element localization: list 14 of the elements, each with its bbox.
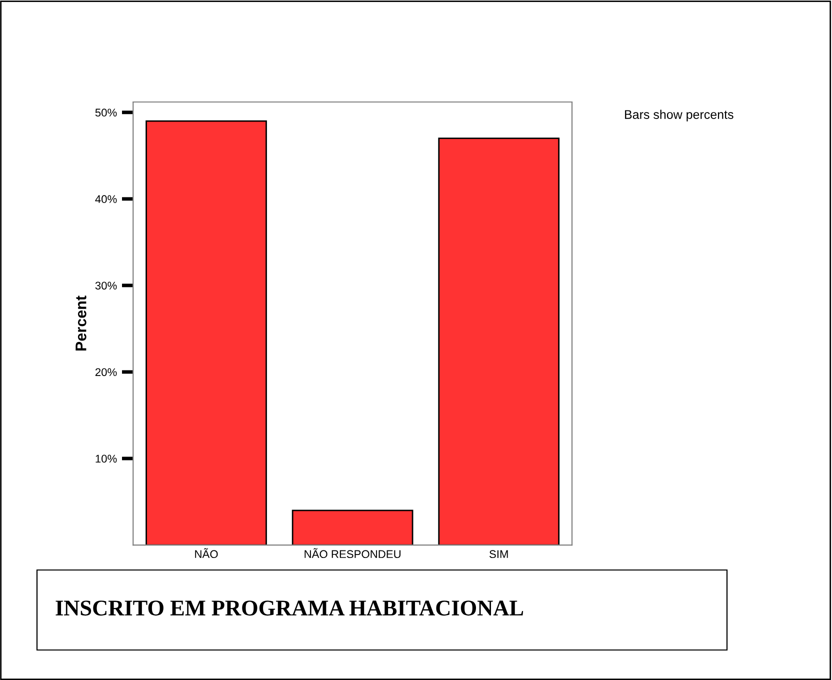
y-tick-label: 20%	[95, 368, 117, 376]
y-tick-label: 30%	[95, 282, 117, 290]
x-tick-label: NÃO RESPONDEU	[304, 548, 400, 558]
y-axis-title: Percent	[76, 296, 86, 351]
y-tick-label: 50%	[95, 108, 117, 117]
y-tick-label: 40%	[95, 195, 117, 204]
text: INSCRITO EM PROGRAMA HABITACIONAL	[56, 600, 524, 616]
x-tick-label: SIM	[489, 550, 508, 558]
text: Bars show percents	[625, 110, 734, 122]
x-tick-label: NÃO	[195, 548, 218, 558]
bar	[292, 510, 414, 546]
bar	[146, 120, 267, 546]
y-tick-label: 10%	[96, 454, 117, 463]
bar	[438, 138, 560, 546]
